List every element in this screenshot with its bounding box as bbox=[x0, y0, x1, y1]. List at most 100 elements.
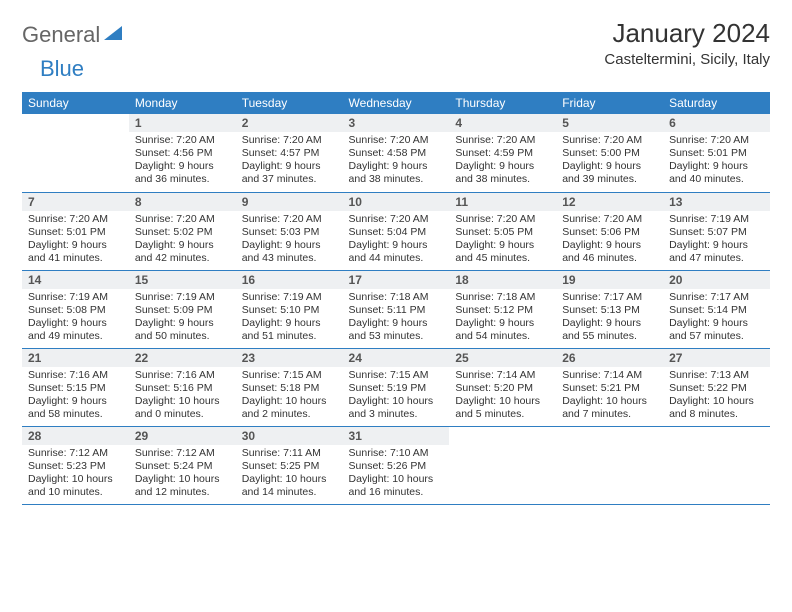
day-number: 15 bbox=[129, 271, 236, 289]
day-number: 17 bbox=[343, 271, 450, 289]
sunset: Sunset: 5:01 PM bbox=[28, 226, 123, 239]
daylight: Daylight: 9 hours and 41 minutes. bbox=[28, 239, 123, 265]
sunrise: Sunrise: 7:15 AM bbox=[349, 369, 444, 382]
day-details: Sunrise: 7:18 AMSunset: 5:11 PMDaylight:… bbox=[343, 289, 450, 348]
daylight: Daylight: 9 hours and 49 minutes. bbox=[28, 317, 123, 343]
sunrise: Sunrise: 7:20 AM bbox=[349, 134, 444, 147]
sunset: Sunset: 4:57 PM bbox=[242, 147, 337, 160]
day-number: 30 bbox=[236, 427, 343, 445]
daylight: Daylight: 9 hours and 40 minutes. bbox=[669, 160, 764, 186]
day-number: 25 bbox=[449, 349, 556, 367]
sunrise: Sunrise: 7:14 AM bbox=[455, 369, 550, 382]
calendar-cell: 1 Sunrise: 7:20 AMSunset: 4:56 PMDaylight… bbox=[129, 114, 236, 192]
day-number: 14 bbox=[22, 271, 129, 289]
calendar-cell: 6Sunrise: 7:20 AMSunset: 5:01 PMDaylight… bbox=[663, 114, 770, 192]
calendar-cell: 18Sunrise: 7:18 AMSunset: 5:12 PMDayligh… bbox=[449, 270, 556, 348]
day-details: Sunrise: 7:20 AMSunset: 5:00 PMDaylight:… bbox=[556, 132, 663, 191]
calendar-cell bbox=[22, 114, 129, 192]
daylight: Daylight: 9 hours and 38 minutes. bbox=[455, 160, 550, 186]
day-number: 9 bbox=[236, 193, 343, 211]
sunrise: Sunrise: 7:20 AM bbox=[242, 213, 337, 226]
day-number: 5 bbox=[556, 114, 663, 132]
day-details: Sunrise: 7:18 AMSunset: 5:12 PMDaylight:… bbox=[449, 289, 556, 348]
daylight: Daylight: 10 hours and 16 minutes. bbox=[349, 473, 444, 499]
calendar-cell: 9Sunrise: 7:20 AMSunset: 5:03 PMDaylight… bbox=[236, 192, 343, 270]
logo-triangle-icon bbox=[104, 24, 124, 47]
sunset: Sunset: 5:20 PM bbox=[455, 382, 550, 395]
weekday-thu: Thursday bbox=[449, 92, 556, 114]
sunrise: Sunrise: 7:19 AM bbox=[135, 291, 230, 304]
calendar-cell: 25Sunrise: 7:14 AMSunset: 5:20 PMDayligh… bbox=[449, 348, 556, 426]
day-number: 6 bbox=[663, 114, 770, 132]
calendar-row: 28Sunrise: 7:12 AMSunset: 5:23 PMDayligh… bbox=[22, 426, 770, 504]
sunset: Sunset: 5:23 PM bbox=[28, 460, 123, 473]
day-details: Sunrise: 7:20 AMSunset: 5:04 PMDaylight:… bbox=[343, 211, 450, 270]
day-number: 10 bbox=[343, 193, 450, 211]
day-number: 22 bbox=[129, 349, 236, 367]
calendar-cell: 5Sunrise: 7:20 AMSunset: 5:00 PMDaylight… bbox=[556, 114, 663, 192]
sunrise: Sunrise: 7:18 AM bbox=[349, 291, 444, 304]
calendar-cell: 31Sunrise: 7:10 AMSunset: 5:26 PMDayligh… bbox=[343, 426, 450, 504]
weekday-header-row: Sunday Monday Tuesday Wednesday Thursday… bbox=[22, 92, 770, 114]
day-number: 2 bbox=[236, 114, 343, 132]
sunset: Sunset: 5:07 PM bbox=[669, 226, 764, 239]
daylight: Daylight: 10 hours and 0 minutes. bbox=[135, 395, 230, 421]
daylight: Daylight: 9 hours and 39 minutes. bbox=[562, 160, 657, 186]
day-number: 4 bbox=[449, 114, 556, 132]
calendar-cell: 21Sunrise: 7:16 AMSunset: 5:15 PMDayligh… bbox=[22, 348, 129, 426]
sunrise: Sunrise: 7:20 AM bbox=[242, 134, 337, 147]
day-details: Sunrise: 7:10 AMSunset: 5:26 PMDaylight:… bbox=[343, 445, 450, 504]
weekday-wed: Wednesday bbox=[343, 92, 450, 114]
calendar-cell bbox=[449, 426, 556, 504]
day-number: 24 bbox=[343, 349, 450, 367]
calendar-cell: 19Sunrise: 7:17 AMSunset: 5:13 PMDayligh… bbox=[556, 270, 663, 348]
daylight: Daylight: 9 hours and 57 minutes. bbox=[669, 317, 764, 343]
sunset: Sunset: 5:16 PM bbox=[135, 382, 230, 395]
day-details: Sunrise: 7:12 AMSunset: 5:23 PMDaylight:… bbox=[22, 445, 129, 504]
calendar-cell: 7Sunrise: 7:20 AMSunset: 5:01 PMDaylight… bbox=[22, 192, 129, 270]
day-details: Sunrise: 7:19 AMSunset: 5:07 PMDaylight:… bbox=[663, 211, 770, 270]
sunset: Sunset: 5:03 PM bbox=[242, 226, 337, 239]
calendar-cell bbox=[663, 426, 770, 504]
day-details: Sunrise: 7:15 AMSunset: 5:18 PMDaylight:… bbox=[236, 367, 343, 426]
month-title: January 2024 bbox=[604, 18, 770, 49]
day-details: Sunrise: 7:16 AMSunset: 5:15 PMDaylight:… bbox=[22, 367, 129, 426]
sunrise: Sunrise: 7:17 AM bbox=[562, 291, 657, 304]
calendar-cell: 28Sunrise: 7:12 AMSunset: 5:23 PMDayligh… bbox=[22, 426, 129, 504]
sunset: Sunset: 4:56 PM bbox=[135, 147, 230, 160]
calendar-cell: 16Sunrise: 7:19 AMSunset: 5:10 PMDayligh… bbox=[236, 270, 343, 348]
daylight: Daylight: 9 hours and 46 minutes. bbox=[562, 239, 657, 265]
logo-text-general: General bbox=[22, 22, 100, 48]
day-number: 26 bbox=[556, 349, 663, 367]
calendar-cell: 22Sunrise: 7:16 AMSunset: 5:16 PMDayligh… bbox=[129, 348, 236, 426]
sunrise: Sunrise: 7:20 AM bbox=[455, 134, 550, 147]
sunset: Sunset: 4:58 PM bbox=[349, 147, 444, 160]
day-number: 1 bbox=[129, 114, 236, 132]
day-details: Sunrise: 7:13 AMSunset: 5:22 PMDaylight:… bbox=[663, 367, 770, 426]
calendar-row: 1Sunrise: 7:20 AMSunset: 4:56 PMDaylight… bbox=[22, 114, 770, 192]
calendar-row: 21Sunrise: 7:16 AMSunset: 5:15 PMDayligh… bbox=[22, 348, 770, 426]
sunset: Sunset: 5:13 PM bbox=[562, 304, 657, 317]
sunrise: Sunrise: 7:18 AM bbox=[455, 291, 550, 304]
weekday-tue: Tuesday bbox=[236, 92, 343, 114]
sunrise: Sunrise: 7:20 AM bbox=[455, 213, 550, 226]
day-details: Sunrise: 7:15 AMSunset: 5:19 PMDaylight:… bbox=[343, 367, 450, 426]
sunset: Sunset: 5:11 PM bbox=[349, 304, 444, 317]
daylight: Daylight: 9 hours and 36 minutes. bbox=[135, 160, 230, 186]
sunset: Sunset: 5:18 PM bbox=[242, 382, 337, 395]
daylight: Daylight: 10 hours and 5 minutes. bbox=[455, 395, 550, 421]
daylight: Daylight: 9 hours and 43 minutes. bbox=[242, 239, 337, 265]
day-details: Sunrise: 7:14 AMSunset: 5:20 PMDaylight:… bbox=[449, 367, 556, 426]
day-number: 7 bbox=[22, 193, 129, 211]
weekday-mon: Monday bbox=[129, 92, 236, 114]
sunset: Sunset: 5:14 PM bbox=[669, 304, 764, 317]
sunset: Sunset: 5:01 PM bbox=[669, 147, 764, 160]
day-number: 23 bbox=[236, 349, 343, 367]
day-number: 13 bbox=[663, 193, 770, 211]
day-details: Sunrise: 7:20 AMSunset: 4:57 PMDaylight:… bbox=[236, 132, 343, 191]
sunset: Sunset: 5:15 PM bbox=[28, 382, 123, 395]
sunrise: Sunrise: 7:20 AM bbox=[135, 134, 230, 147]
calendar-table: Sunday Monday Tuesday Wednesday Thursday… bbox=[22, 92, 770, 505]
sunrise: Sunrise: 7:13 AM bbox=[669, 369, 764, 382]
day-details: Sunrise: 7:20 AMSunset: 5:03 PMDaylight:… bbox=[236, 211, 343, 270]
